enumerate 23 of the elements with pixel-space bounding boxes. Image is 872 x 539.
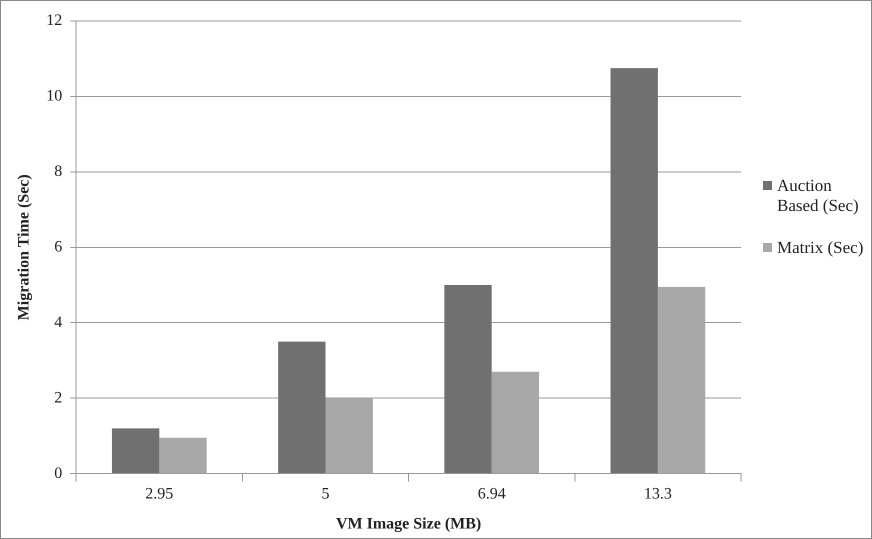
- legend-label: Matrix (Sec): [777, 238, 864, 258]
- x-tick-label: 13.3: [644, 485, 672, 502]
- legend-label: Auction Based (Sec): [777, 176, 860, 216]
- x-tick-label: 6.94: [478, 485, 506, 502]
- y-tick-label: 10: [46, 88, 62, 105]
- bar: [492, 372, 540, 474]
- y-tick-label: 8: [54, 163, 62, 180]
- y-tick-label: 6: [54, 238, 62, 256]
- bar: [159, 438, 207, 474]
- bar: [278, 342, 326, 474]
- y-tick-label: 0: [54, 464, 62, 482]
- bar: [112, 428, 160, 474]
- bar: [610, 68, 658, 474]
- y-tick-label: 2: [54, 389, 62, 406]
- y-tick-label: 12: [46, 12, 62, 30]
- bar: [326, 398, 373, 474]
- x-axis-title: VM Image Size (MB): [336, 516, 482, 533]
- x-tick-label: 5: [322, 485, 330, 502]
- x-tick-label: 2.95: [145, 485, 174, 502]
- y-tick-label: 4: [54, 314, 62, 331]
- bar: [658, 286, 706, 474]
- y-axis-title: Migration Time (Sec): [16, 174, 33, 320]
- bar: [444, 285, 492, 474]
